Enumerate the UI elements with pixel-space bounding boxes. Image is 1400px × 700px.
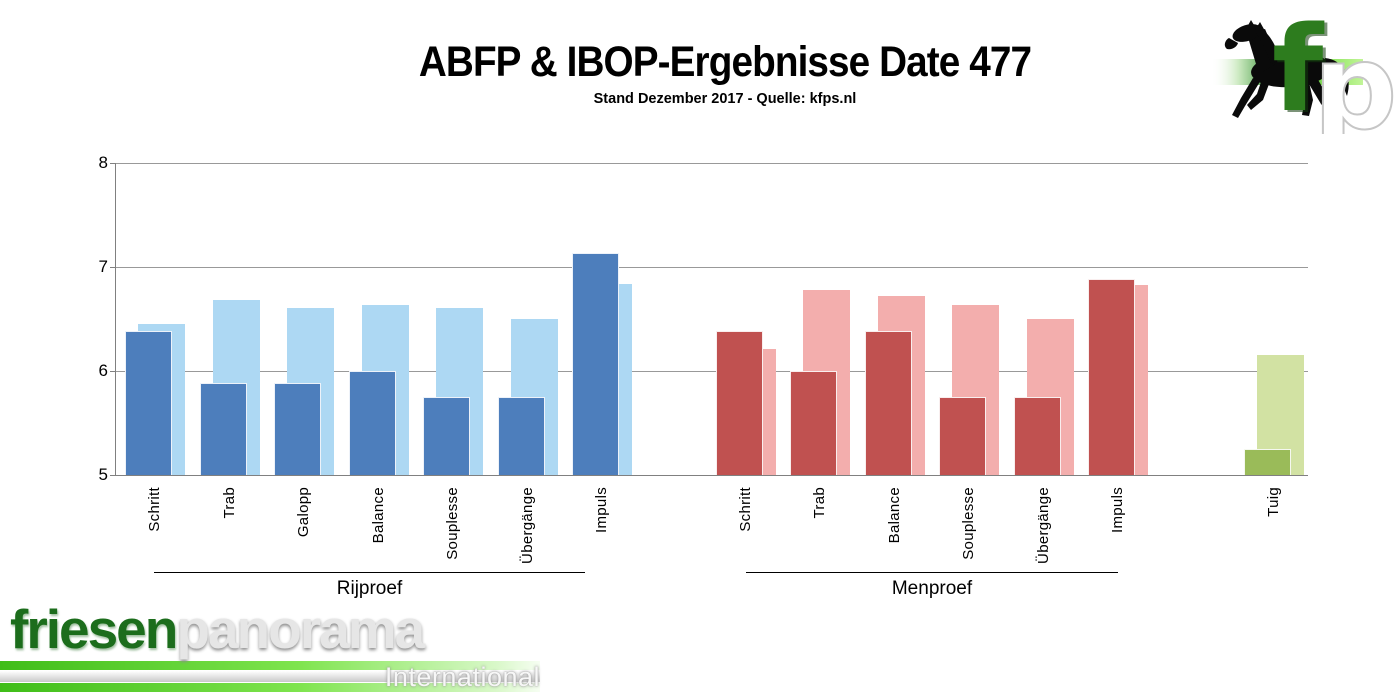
y-axis-label: 5 bbox=[98, 465, 108, 484]
bar bbox=[497, 397, 545, 475]
group-label: Menproef bbox=[891, 578, 973, 599]
bar bbox=[1013, 397, 1061, 475]
horse-icon bbox=[1224, 20, 1349, 119]
silver-stripe bbox=[0, 671, 540, 682]
footer-logo: friesenpanorama International bbox=[0, 598, 560, 698]
bar bbox=[1244, 449, 1291, 475]
fp-letters: f f p bbox=[1272, 2, 1395, 134]
y-axis-label: 7 bbox=[98, 257, 108, 276]
gridline bbox=[116, 267, 1308, 268]
x-axis-label: Impuls bbox=[593, 487, 610, 533]
wordmark-friesen: friesen bbox=[10, 598, 178, 660]
x-axis-label: Schritt bbox=[146, 487, 163, 532]
footer-wordmark: friesenpanorama bbox=[10, 598, 425, 660]
x-axis-label: Balance bbox=[885, 487, 903, 544]
x-axis-label: Souplesse bbox=[960, 487, 977, 560]
bar bbox=[274, 383, 321, 475]
x-axis-label: Balance bbox=[369, 487, 387, 544]
green-stripe bbox=[0, 661, 540, 670]
plot-area: 5 6 7 8 Schritt Trab Galopp Balance Souplesse Übe… bbox=[99, 153, 1308, 599]
y-axis-label: 6 bbox=[98, 361, 108, 380]
group-underline bbox=[154, 572, 585, 573]
footer-stripes bbox=[0, 661, 540, 692]
x-axis-label: Schritt bbox=[736, 487, 754, 532]
bar bbox=[125, 331, 172, 475]
chart-subtitle: Stand Dezember 2017 - Quelle: kfps.nl bbox=[593, 91, 857, 107]
bar bbox=[423, 397, 470, 475]
x-axis-label: Galopp bbox=[295, 487, 312, 538]
group-underline bbox=[746, 572, 1118, 573]
gridline bbox=[116, 371, 1308, 372]
letter-p: p bbox=[1313, 18, 1395, 134]
x-axis-label: Trab bbox=[811, 487, 828, 519]
y-axis-tick bbox=[110, 163, 116, 164]
x-axis-label: Übergänge bbox=[518, 487, 536, 564]
y-axis-label: 8 bbox=[98, 153, 108, 172]
fp-logo: f f p bbox=[1211, 2, 1395, 134]
gridline bbox=[116, 163, 1308, 164]
svg-text:f: f bbox=[1275, 2, 1328, 134]
bar bbox=[199, 383, 247, 475]
bar bbox=[939, 397, 986, 475]
bar bbox=[572, 253, 619, 475]
x-axis-label: Übergänge bbox=[1034, 487, 1052, 564]
x-axis-label: Tuig bbox=[1265, 487, 1282, 517]
group-label: Rijproef bbox=[336, 578, 403, 599]
y-axis-tick bbox=[110, 475, 116, 476]
x-axis-label: Impuls bbox=[1109, 487, 1126, 533]
chart-title: ABFP & IBOP-Ergebnisse Date 477 bbox=[418, 38, 1032, 86]
y-axis-tick bbox=[110, 371, 116, 372]
chart-header: ABFP & IBOP-Ergebnisse Date 477 Stand De… bbox=[100, 38, 1350, 107]
bar bbox=[715, 331, 763, 475]
bar bbox=[864, 331, 912, 475]
bar bbox=[348, 371, 396, 475]
x-axis-label: Trab bbox=[220, 487, 238, 519]
bar bbox=[1088, 279, 1135, 475]
green-stripe bbox=[0, 683, 540, 692]
bar bbox=[790, 371, 837, 475]
x-axis-label: Souplesse bbox=[444, 487, 461, 560]
footer-tagline: International bbox=[384, 662, 540, 692]
wordmark-panorama: panorama bbox=[176, 598, 425, 660]
y-axis-tick bbox=[110, 267, 116, 268]
letter-f: f bbox=[1272, 2, 1325, 134]
